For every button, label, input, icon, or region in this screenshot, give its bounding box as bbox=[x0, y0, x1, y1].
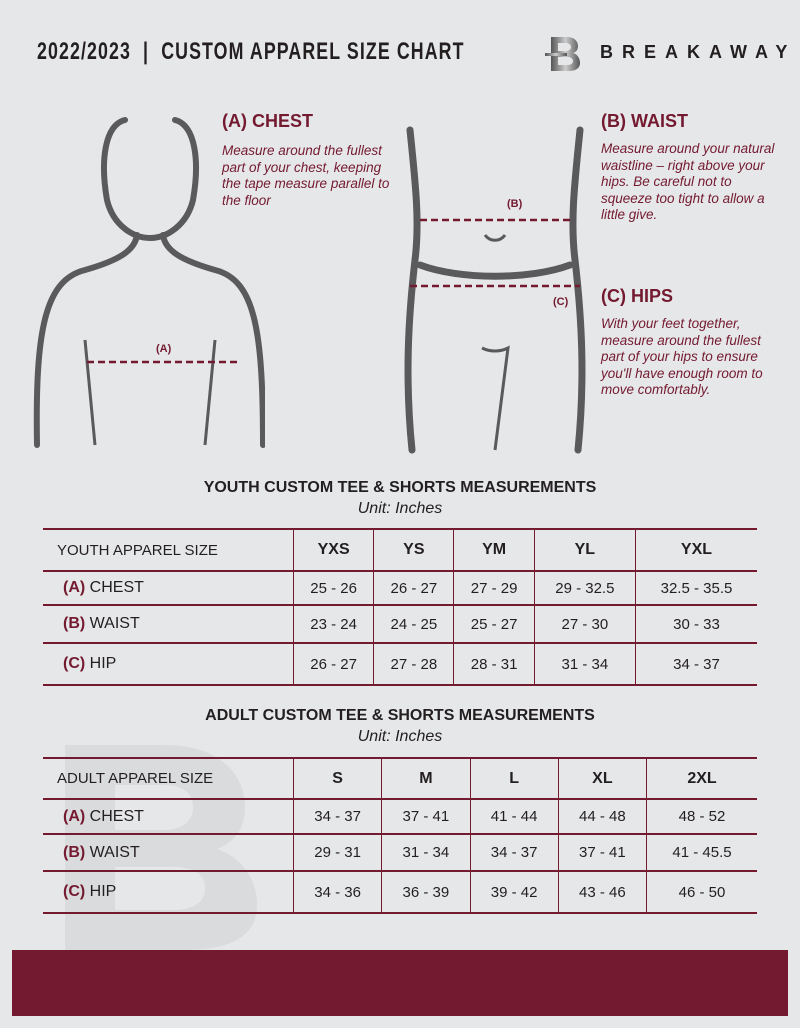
size-value-cell: 41 - 44 bbox=[469, 798, 559, 835]
row-letter: (B) bbox=[63, 615, 86, 632]
size-value-cell: 32.5 - 35.5 bbox=[634, 570, 757, 606]
footer-bar bbox=[12, 950, 788, 1016]
header-cell: L bbox=[469, 757, 559, 800]
waist-description: Measure around your natural waistline – … bbox=[601, 141, 775, 222]
size-value-cell: 25 - 26 bbox=[292, 570, 374, 606]
chest-description: Measure around the fullest part of your … bbox=[222, 143, 390, 208]
size-value-cell: 39 - 42 bbox=[469, 870, 559, 914]
row-letter: (B) bbox=[63, 843, 86, 861]
header-cell: M bbox=[381, 757, 470, 800]
waist-heading: (B) WAIST bbox=[601, 111, 688, 131]
size-value-cell: 29 - 31 bbox=[292, 833, 382, 872]
waist-marker: (B) bbox=[507, 198, 523, 210]
hips-marker: (C) bbox=[553, 296, 569, 308]
table-row: (C) HIP 26 - 27 27 - 28 28 - 31 31 - 34 34 - … bbox=[43, 642, 757, 686]
size-value-cell: 43 - 46 bbox=[557, 870, 647, 914]
row-label: (B) WAIST bbox=[43, 604, 294, 644]
size-value-cell: 36 - 39 bbox=[381, 870, 470, 914]
row-label: (C) HIP bbox=[43, 870, 294, 914]
row-label: (C) HIP bbox=[43, 642, 294, 686]
row-letter: (C) bbox=[63, 655, 86, 672]
header-cell: XL bbox=[557, 757, 647, 800]
page-title: 2022/2023 | CUSTOM APPAREL SIZE CHART bbox=[37, 38, 465, 65]
row-label: (A) CHEST bbox=[43, 570, 294, 606]
youth-unit: Unit: Inches bbox=[357, 500, 443, 517]
row-label: (B) WAIST bbox=[43, 833, 294, 872]
header-cell: ADULT APPAREL SIZE bbox=[43, 757, 294, 800]
header-cell: YL bbox=[533, 528, 636, 572]
adult-table-title: ADULT CUSTOM TEE & SHORTS MEASUREMENTS bbox=[205, 707, 595, 724]
size-value-cell: 24 - 25 bbox=[373, 604, 454, 644]
chest-marker: (A) bbox=[156, 343, 172, 355]
row-letter: (A) bbox=[63, 579, 86, 596]
size-value-cell: 27 - 30 bbox=[533, 604, 636, 644]
header-cell: YXL bbox=[634, 528, 757, 572]
size-value-cell: 26 - 27 bbox=[373, 570, 454, 606]
size-value-cell: 37 - 41 bbox=[557, 833, 647, 872]
row-name: HIP bbox=[89, 655, 117, 672]
size-value-cell: 34 - 36 bbox=[292, 870, 382, 914]
table-row: (B) WAIST 23 - 24 24 - 25 25 - 27 27 - 30 30 … bbox=[43, 604, 757, 644]
size-value-cell: 27 - 28 bbox=[373, 642, 454, 686]
row-name: WAIST bbox=[89, 615, 140, 632]
size-value-cell: 25 - 27 bbox=[453, 604, 535, 644]
table-row: (C) HIP 34 - 36 36 - 39 39 - 42 43 - 46 46 - … bbox=[43, 870, 757, 914]
size-value-cell: 46 - 50 bbox=[646, 870, 757, 914]
header-cell: YXS bbox=[292, 528, 374, 572]
upper-body-figure bbox=[33, 117, 265, 448]
size-value-cell: 30 - 33 bbox=[634, 604, 757, 644]
size-value-cell: 27 - 29 bbox=[453, 570, 535, 606]
youth-size-table: YOUTH APPAREL SIZE YXS YS YM YL YXL (A) … bbox=[43, 528, 757, 686]
header-cell: YM bbox=[453, 528, 535, 572]
size-value-cell: 44 - 48 bbox=[557, 798, 647, 835]
size-value-cell: 31 - 34 bbox=[533, 642, 636, 686]
table-row: (B) WAIST 29 - 31 31 - 34 34 - 37 37 - 41 41 … bbox=[43, 833, 757, 872]
hips-description: With your feet together, measure around … bbox=[601, 316, 763, 397]
size-value-cell: 26 - 27 bbox=[292, 642, 374, 686]
table-row: (A) CHEST 25 - 26 26 - 27 27 - 29 29 - 32.5 3… bbox=[43, 570, 757, 606]
breakaway-logo bbox=[545, 37, 580, 71]
size-value-cell: 34 - 37 bbox=[292, 798, 382, 835]
row-label: (A) CHEST bbox=[43, 798, 294, 835]
table-row: (A) CHEST 34 - 37 37 - 41 41 - 44 44 - 48 48 … bbox=[43, 798, 757, 835]
table-header-row: ADULT APPAREL SIZE S M L XL 2XL bbox=[43, 757, 757, 800]
size-value-cell: 29 - 32.5 bbox=[533, 570, 636, 606]
adult-unit: Unit: Inches bbox=[357, 728, 443, 745]
table-header-row: YOUTH APPAREL SIZE YXS YS YM YL YXL bbox=[43, 528, 757, 572]
row-letter: (A) bbox=[63, 807, 86, 825]
row-name: HIP bbox=[89, 883, 117, 900]
size-value-cell: 34 - 37 bbox=[634, 642, 757, 686]
row-name: CHEST bbox=[89, 807, 144, 825]
size-value-cell: 23 - 24 bbox=[292, 604, 374, 644]
brand-name: BREAKAWAY bbox=[600, 42, 797, 62]
size-value-cell: 28 - 31 bbox=[453, 642, 535, 686]
header-cell: 2XL bbox=[646, 757, 757, 800]
header-cell: YS bbox=[373, 528, 454, 572]
header-cell: YOUTH APPAREL SIZE bbox=[43, 528, 294, 572]
row-name: CHEST bbox=[89, 579, 144, 596]
hips-heading: (C) HIPS bbox=[601, 286, 673, 306]
header-cell: S bbox=[292, 757, 382, 800]
size-value-cell: 41 - 45.5 bbox=[646, 833, 757, 872]
chest-heading: (A) CHEST bbox=[222, 111, 313, 131]
lower-body-figure bbox=[404, 126, 586, 454]
row-name: WAIST bbox=[89, 843, 140, 861]
youth-table-title: YOUTH CUSTOM TEE & SHORTS MEASUREMENTS bbox=[203, 479, 597, 496]
size-value-cell: 48 - 52 bbox=[646, 798, 757, 835]
size-value-cell: 37 - 41 bbox=[381, 798, 470, 835]
size-value-cell: 31 - 34 bbox=[381, 833, 470, 872]
row-letter: (C) bbox=[63, 883, 86, 900]
adult-size-table: ADULT APPAREL SIZE S M L XL 2XL (A) CHES… bbox=[43, 757, 757, 914]
size-value-cell: 34 - 37 bbox=[469, 833, 559, 872]
